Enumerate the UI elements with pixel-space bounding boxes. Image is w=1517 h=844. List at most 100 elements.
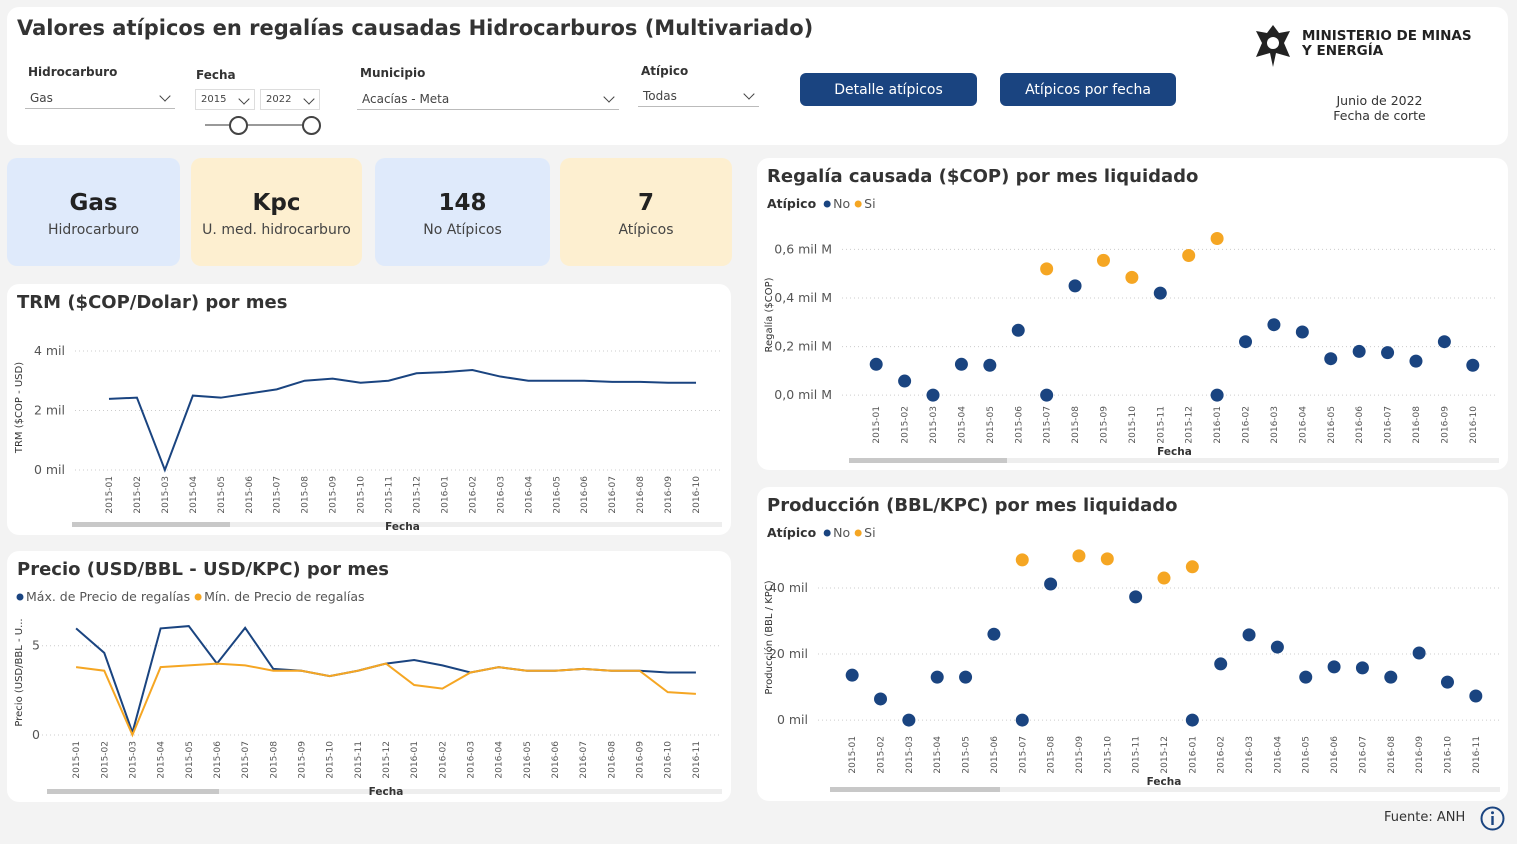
x-tick-label: 2016-09 xyxy=(1440,406,1450,444)
x-tick-label: 2016-02 xyxy=(1242,406,1252,444)
y-tick-label: 0 xyxy=(32,727,40,742)
y-tick-label: 40 mil xyxy=(769,580,808,595)
point xyxy=(1437,335,1451,349)
card-label: U. med. hidrocarburo xyxy=(202,222,351,238)
point xyxy=(1381,346,1395,360)
y-tick-label: 4 mil xyxy=(34,343,65,358)
x-axis-label: Fecha xyxy=(369,786,404,798)
point xyxy=(1011,323,1025,337)
x-tick-label: 2015-10 xyxy=(1103,736,1113,774)
point xyxy=(1469,689,1483,703)
point xyxy=(1352,344,1366,358)
card-value: Gas xyxy=(69,190,118,216)
x-tick-label: 2015-10 xyxy=(326,741,336,779)
point xyxy=(926,388,940,402)
point xyxy=(1015,713,1029,727)
legend-marker xyxy=(854,529,862,537)
x-tick-label: 2015-02 xyxy=(901,406,911,444)
point xyxy=(1412,646,1426,660)
point xyxy=(1270,640,1284,654)
point xyxy=(1153,286,1167,300)
date-from[interactable]: 2015 xyxy=(195,89,255,110)
point xyxy=(869,357,883,371)
filter-label: Municipio xyxy=(360,66,426,80)
x-tick-label: 2015-06 xyxy=(245,476,255,514)
chart-title: Precio (USD/BBL - USD/KPC) por mes xyxy=(17,559,389,580)
x-tick-label: 2015-02 xyxy=(100,741,110,779)
x-tick-label: 2016-10 xyxy=(664,741,674,779)
x-tick-label: 2015-11 xyxy=(1132,736,1142,774)
x-tick-label: 2015-11 xyxy=(354,741,364,779)
x-tick-label: 2015-03 xyxy=(929,406,939,444)
dropdown[interactable]: Gas xyxy=(25,87,175,109)
x-tick-label: 2015-09 xyxy=(1075,736,1085,774)
x-tick-label: 2016-08 xyxy=(607,741,617,779)
dropdown[interactable]: Todas xyxy=(638,85,759,107)
card-value: 7 xyxy=(637,190,654,216)
point xyxy=(987,627,1001,641)
point xyxy=(1440,675,1454,689)
point xyxy=(1324,352,1338,366)
header: Valores atípicos en regalías causadas Hi… xyxy=(7,7,1508,145)
point xyxy=(1157,571,1171,585)
y-axis-label: Regalía ($COP) xyxy=(763,277,775,352)
legend-marker xyxy=(16,593,24,601)
slider-handle[interactable] xyxy=(229,116,248,135)
x-tick-label: 2016-05 xyxy=(1302,736,1312,774)
y-tick-label: 0,6 mil M xyxy=(774,241,832,256)
point xyxy=(1267,318,1281,332)
x-tick-label: 2015-07 xyxy=(273,476,283,514)
logo-emblem xyxy=(1256,25,1290,67)
x-axis-label: Fecha xyxy=(1147,776,1182,788)
x-tick-label: 2015-08 xyxy=(1047,736,1057,774)
x-tick-label: 2016-11 xyxy=(692,741,702,779)
line xyxy=(108,368,697,473)
date-to[interactable]: 2022 xyxy=(260,89,320,110)
x-tick-label: 2015-07 xyxy=(1043,406,1053,444)
x-tick-label: 2015-07 xyxy=(241,741,251,779)
point xyxy=(1040,388,1054,402)
legend-label: Si xyxy=(864,196,875,211)
legend-title: Atípico xyxy=(767,196,817,211)
x-tick-label: 2016-11 xyxy=(1472,736,1482,774)
point xyxy=(1129,590,1143,604)
x-tick-label: 2015-03 xyxy=(161,476,171,514)
slider-handle[interactable] xyxy=(302,116,321,135)
card-label: No Atípicos xyxy=(423,222,502,238)
logo-text: MINISTERIO DE MINAS Y ENERGÍA xyxy=(1302,29,1472,59)
y-axis-label: TRM ($COP - USD) xyxy=(14,362,25,454)
point xyxy=(930,670,944,684)
point xyxy=(1299,670,1313,684)
y-tick-label: 5 xyxy=(32,638,40,653)
x-tick-label: 2016-07 xyxy=(608,476,618,514)
x-tick-label: 2016-01 xyxy=(410,741,420,779)
x-tick-label: 2015-10 xyxy=(357,476,367,514)
point xyxy=(1295,325,1309,339)
x-tick-label: 2016-03 xyxy=(467,741,477,779)
point xyxy=(1068,279,1082,293)
card: 148 No Atípicos xyxy=(375,158,550,266)
x-tick-label: 2015-04 xyxy=(957,406,967,444)
dropdown[interactable]: Acacías - Meta xyxy=(357,88,619,110)
point xyxy=(1214,657,1228,671)
x-tick-label: 2016-04 xyxy=(1273,736,1283,774)
point xyxy=(898,374,912,388)
x-tick-label: 2015-12 xyxy=(1185,406,1195,444)
info-icon[interactable] xyxy=(1480,806,1505,831)
chart-title: Regalía causada ($COP) por mes liquidado xyxy=(767,166,1198,187)
button[interactable]: Detalle atípicos xyxy=(800,73,977,106)
x-tick-label: 2015-03 xyxy=(128,741,138,779)
chart-panel: TRM ($COP/Dolar) por mes 0 mil 2 mil 4 mil 2… xyxy=(7,284,731,535)
point xyxy=(959,670,973,684)
x-tick-label: 2015-11 xyxy=(385,476,395,514)
x-tick-label: 2016-06 xyxy=(1330,736,1340,774)
x-tick-label: 2015-01 xyxy=(72,741,82,779)
x-axis-label: Fecha xyxy=(1157,446,1192,458)
card: Gas Hidrocarburo xyxy=(7,158,180,266)
point xyxy=(1040,262,1054,276)
x-tick-label: 2015-06 xyxy=(990,736,1000,774)
button[interactable]: Atípicos por fecha xyxy=(1000,73,1176,106)
x-tick-label: 2016-01 xyxy=(440,476,450,514)
x-tick-label: 2016-04 xyxy=(524,476,534,514)
point xyxy=(1185,713,1199,727)
